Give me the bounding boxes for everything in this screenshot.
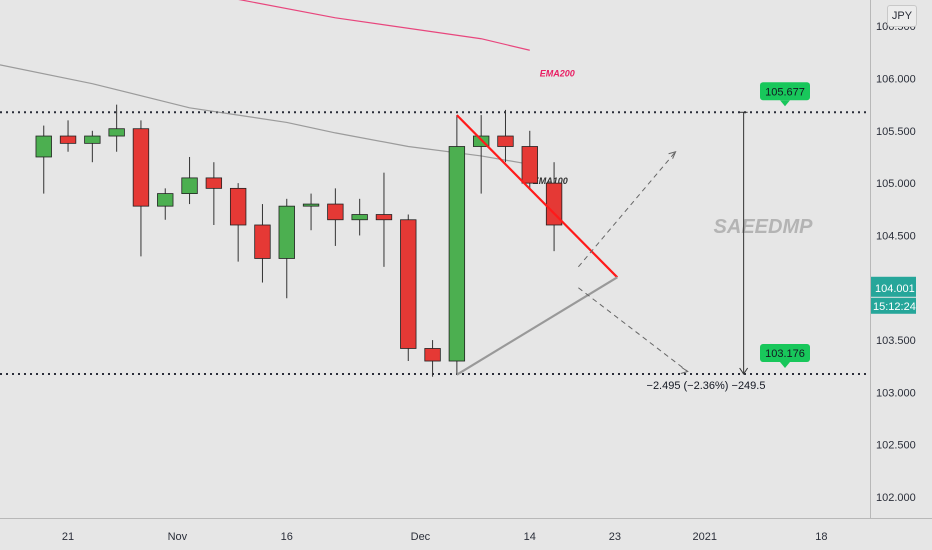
candle	[424, 340, 441, 377]
upper-level-tag: 105.677	[760, 82, 810, 107]
y-tick-label: 104.500	[876, 230, 916, 242]
candle-body	[205, 177, 223, 189]
y-tick-label: 105.500	[876, 126, 916, 138]
candle	[327, 188, 344, 246]
candle-body	[35, 135, 52, 158]
y-tick-label: 105.000	[876, 178, 916, 190]
measure-arrowhead	[739, 367, 749, 375]
x-tick-label: Dec	[411, 531, 431, 543]
upper-level-tag-pointer	[780, 100, 790, 107]
x-tick-label: 23	[609, 531, 621, 543]
x-tick-label: 18	[815, 531, 827, 543]
price-axis-panel	[870, 0, 932, 550]
x-tick-label: 16	[281, 531, 293, 543]
ema100-label: EMA100	[533, 176, 568, 186]
candle-body	[229, 187, 247, 226]
y-tick-label: 103.500	[876, 335, 916, 347]
candle-body	[472, 135, 490, 147]
candle-body	[302, 203, 320, 207]
upper-level-tag-box	[760, 82, 810, 101]
candle	[302, 193, 320, 231]
y-tick-label: 102.500	[876, 440, 916, 452]
candle-body	[132, 128, 150, 207]
candle-body	[84, 135, 101, 144]
candle	[181, 156, 198, 205]
candle-body	[424, 348, 441, 362]
last-price-tag	[871, 276, 916, 297]
currency-badge[interactable]: JPY	[887, 5, 917, 27]
candle-body	[254, 224, 271, 259]
candle-body	[497, 135, 514, 147]
candle	[108, 104, 125, 152]
candle	[205, 162, 223, 225]
measure-readout: −2.495 (−2.36%) −249.5	[647, 380, 766, 392]
candle	[400, 214, 417, 362]
watermark-text: SAEEDMP	[714, 216, 814, 238]
lower-level-tag: 103.176	[760, 344, 810, 369]
candle-body	[375, 214, 393, 221]
candle-body	[157, 193, 174, 207]
candle	[35, 125, 52, 194]
candle	[59, 120, 77, 152]
candle-body	[448, 146, 466, 362]
candle-body	[278, 205, 295, 259]
candle	[472, 115, 490, 194]
x-tick-label: 21	[62, 531, 74, 543]
countdown-tag	[871, 297, 916, 314]
upper-level-tag-text: 105.677	[765, 86, 805, 98]
candle	[521, 130, 538, 189]
candle	[229, 183, 247, 262]
candle	[448, 115, 466, 374]
candle	[254, 204, 271, 283]
candle-body	[521, 146, 538, 184]
candle-body	[181, 177, 198, 194]
candle	[351, 198, 368, 236]
candle-body	[108, 128, 125, 137]
ema200-label: EMA200	[540, 68, 575, 78]
candle	[157, 188, 174, 220]
lower-level-tag-pointer	[780, 362, 790, 369]
lower-level-tag-text: 103.176	[765, 348, 805, 360]
y-tick-label: 106.500	[876, 21, 916, 33]
projection-down-arrowhead	[680, 367, 689, 374]
candle-body	[400, 219, 417, 349]
candle	[132, 120, 150, 257]
x-tick-label: 2021	[693, 531, 717, 543]
y-tick-label: 103.000	[876, 387, 916, 399]
last-price-text: 104.001	[875, 283, 915, 295]
y-tick-label: 102.000	[876, 492, 916, 504]
candle	[278, 198, 295, 299]
descending-trendline	[456, 114, 619, 279]
candle-body	[327, 203, 344, 221]
lower-level-tag-box	[760, 344, 810, 363]
x-tick-label: Nov	[168, 531, 188, 543]
candle	[375, 172, 393, 267]
x-tick-label: 14	[524, 531, 536, 543]
projection-up-arrow	[577, 151, 676, 268]
candle	[497, 109, 514, 163]
y-tick-label: 106.000	[876, 73, 916, 85]
candle-body	[351, 214, 368, 221]
candle-body	[59, 135, 77, 144]
projection-up-arrowhead	[668, 150, 677, 159]
ema200-line	[238, 0, 530, 51]
projection-down-arrow	[578, 287, 689, 372]
countdown-text: 15:12:24	[873, 301, 916, 313]
ascending-trendline	[456, 276, 618, 376]
candle	[84, 130, 101, 163]
